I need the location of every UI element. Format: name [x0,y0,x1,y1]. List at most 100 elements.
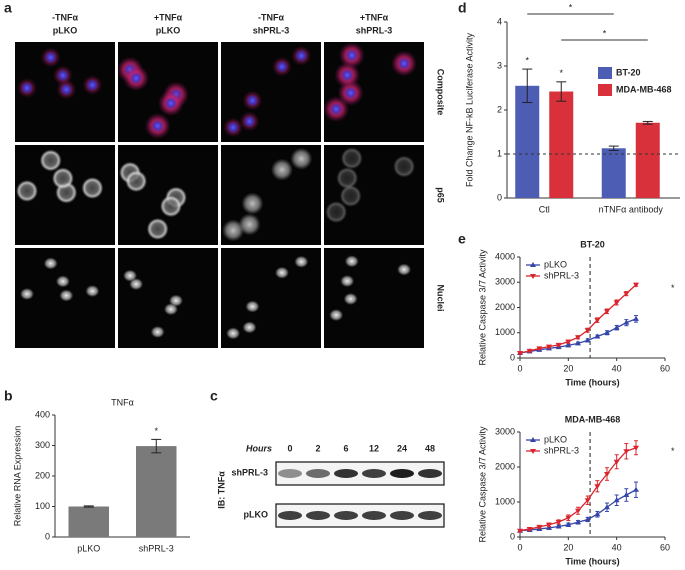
bar [635,122,660,198]
x-tick-label: pLKO [77,543,100,553]
micrograph [324,248,424,348]
blot-row-label: pLKO [244,509,269,519]
cell [339,184,362,207]
marker [526,526,533,532]
marker [575,340,581,346]
marker [623,492,630,497]
marker [623,449,630,455]
blot-axis-label: Hours [246,443,272,453]
column-header: pLKO [156,25,181,35]
x-tick-label: 0 [517,542,522,552]
column-header: shPRL-3 [253,25,290,35]
annotation: * [569,2,573,12]
legend-marker [530,437,536,442]
y-tick-label: 1000 [495,496,515,506]
blot [275,461,445,486]
marker [536,524,543,530]
nucleus [344,255,359,268]
panel-label: a [4,0,12,16]
row-label: Nuclei [436,284,446,311]
nucleus [130,72,143,85]
panel-label: e [458,231,466,247]
nucleus [243,115,256,128]
cell [290,147,313,170]
legend-marker [530,274,536,279]
marker [633,486,639,492]
x-tick-label: 0 [517,363,522,373]
annotation: * [559,68,563,78]
y-tick-label: 0 [45,531,50,541]
blot-hour: 48 [425,443,435,453]
cell [336,167,359,190]
nucleus [129,278,144,291]
legend-label: MDA-MB-468 [616,84,672,94]
column-header: pLKO [53,25,78,35]
nucleus [44,51,57,64]
chart-title: TNFα [111,397,134,407]
marker [594,333,601,339]
marker [565,515,572,521]
panel-label: b [4,388,13,404]
legend-swatch [598,67,612,79]
marker [565,521,572,527]
blot-hour: 24 [397,443,407,453]
annotation: * [603,28,607,38]
nucleus [21,81,34,94]
marker [594,484,601,490]
y-tick-label: 0 [510,531,515,541]
y-axis-label: Relative Caspase 3/7 Activity [477,426,487,543]
x-tick-label: 40 [612,542,622,552]
x-axis-label: Time (hours) [565,556,619,566]
cell [238,213,261,236]
bar [549,91,574,198]
cell [393,155,416,178]
band [306,511,330,520]
nucleus [20,287,35,300]
nucleus [164,97,177,110]
nucleus [55,275,70,288]
nucleus [227,121,240,134]
marker [546,522,552,528]
legend-marker [530,262,536,267]
nucleus [329,309,344,322]
y-axis-label: Relative Caspase 3/7 Activity [477,249,487,366]
y-tick-label: 300 [35,440,50,450]
marker [584,498,591,504]
marker [584,516,591,522]
cell [270,158,293,181]
marker [536,346,543,352]
column-header: +TNFα [154,12,183,22]
y-tick-label: 200 [35,470,50,480]
y-tick-label: 1 [497,148,502,158]
cell [81,177,104,200]
y-tick-label: 3000 [495,426,515,436]
nucleus [294,255,309,268]
row-label: Composite [436,69,446,116]
marker [555,342,562,348]
legend-marker [530,449,536,454]
marker [604,309,610,315]
y-tick-label: 1000 [495,327,515,337]
band [418,469,442,478]
blot-row-label: shPRL-3 [231,467,268,477]
legend-swatch [598,84,612,96]
marker [604,504,610,510]
y-tick-label: 2000 [495,461,515,471]
row-label: p65 [436,187,446,203]
x-tick-label: shPRL-3 [139,543,174,553]
band [334,469,358,478]
blot-hour: 12 [369,443,379,453]
marker [613,459,620,465]
nucleus [86,79,99,92]
nucleus [85,285,100,298]
cell [16,179,39,202]
marker [555,523,562,529]
nucleus [344,86,357,99]
y-tick-label: 400 [35,409,50,419]
legend-label: pLKO [544,434,567,444]
y-tick-label: 4 [497,16,502,26]
marker [584,337,591,343]
nucleus [341,69,354,82]
x-tick-label: 60 [660,363,670,373]
